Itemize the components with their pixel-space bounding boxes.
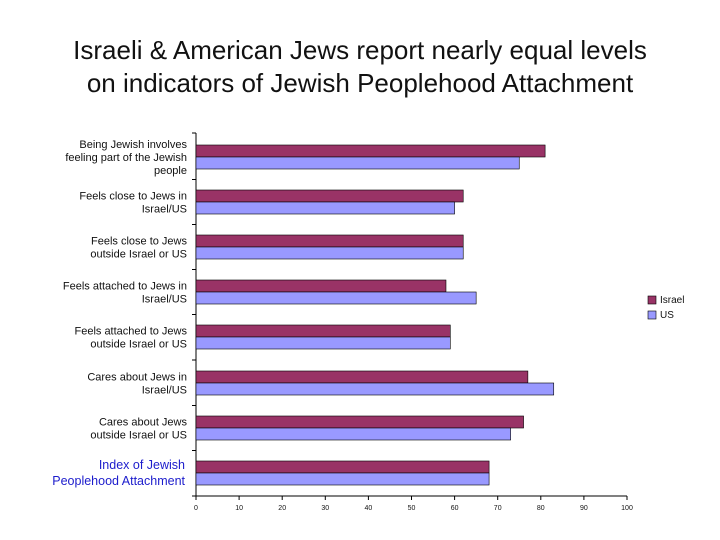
x-tick-label: 70 — [494, 505, 502, 512]
category-label-line: Peoplehood Attachment — [52, 474, 185, 488]
bar-israel — [195, 234, 464, 248]
chart-title-line-1: Israeli & American Jews report nearly eq… — [73, 35, 647, 65]
category-label-line: Feels attached to Jews in — [63, 281, 187, 293]
bar-israel — [195, 279, 447, 293]
legend-label-israel: Israel — [660, 295, 684, 306]
x-tick-label: 10 — [235, 505, 243, 512]
category-label-line: Israel/US — [142, 294, 187, 306]
category-label-line: Israel/US — [142, 385, 187, 397]
category-label-line: Feels attached to Jews — [74, 326, 187, 338]
category-label: Cares about Jews outside Israel or US — [90, 417, 187, 442]
x-tick-label: 80 — [537, 505, 545, 512]
bar-us — [195, 336, 451, 350]
category-label: Feels attached to Jews in Israel/US — [63, 281, 187, 306]
x-tick-label: 100 — [621, 505, 633, 512]
category-label-line: outside Israel or US — [90, 430, 187, 442]
bar-us — [195, 156, 520, 170]
x-tick-label: 0 — [194, 505, 198, 512]
chart-title: Israeli & American Jews report nearly eq… — [20, 34, 700, 100]
bar-israel — [195, 460, 490, 474]
bar-israel — [195, 324, 451, 338]
legend-swatch-us — [647, 310, 657, 320]
bar-us — [195, 382, 555, 396]
bar-israel — [195, 144, 546, 158]
category-label: Cares about Jews in Israel/US — [87, 372, 187, 397]
x-tick-label: 30 — [321, 505, 329, 512]
bar-israel — [195, 370, 529, 384]
category-label-line: Being Jewish involves — [79, 139, 187, 151]
category-label: Feels attached to Jews outside Israel or … — [74, 326, 187, 351]
legend-label-us: US — [660, 310, 674, 321]
x-tick-label: 90 — [580, 505, 588, 512]
category-label-line: people — [154, 165, 187, 177]
category-label-line: feeling part of the Jewish — [65, 152, 187, 164]
category-label-line: Cares about Jews — [99, 417, 188, 429]
x-tick-label: 50 — [408, 505, 416, 512]
x-tick-label: 60 — [451, 505, 459, 512]
category-label: Index of Jewish Peoplehood Attachment — [52, 458, 185, 488]
category-label-line: Cares about Jews in — [87, 372, 187, 384]
category-label-line: Feels close to Jews — [91, 236, 187, 248]
legend-swatch-israel — [647, 295, 657, 305]
bar-us — [195, 427, 511, 441]
category-label-line: outside Israel or US — [90, 339, 187, 351]
category-label-line: Feels close to Jews in — [79, 191, 187, 203]
category-label-line: Index of Jewish — [99, 458, 185, 472]
bar-us — [195, 472, 490, 486]
bar-israel — [195, 415, 524, 429]
category-label-line: outside Israel or US — [90, 249, 187, 261]
category-label: Feels close to Jews in Israel/US — [79, 191, 187, 216]
category-label-line: Israel/US — [142, 204, 187, 216]
chart-title-line-2: on indicators of Jewish Peoplehood Attac… — [86, 68, 634, 98]
bar-us — [195, 246, 464, 260]
bar-us — [195, 291, 477, 305]
bar-israel — [195, 189, 464, 203]
bar-us — [195, 201, 455, 215]
category-label: Being Jewish involves feeling part of the… — [65, 139, 187, 177]
x-tick-label: 20 — [278, 505, 286, 512]
x-tick-label: 40 — [365, 505, 373, 512]
category-label: Feels close to Jews outside Israel or US — [90, 236, 187, 261]
